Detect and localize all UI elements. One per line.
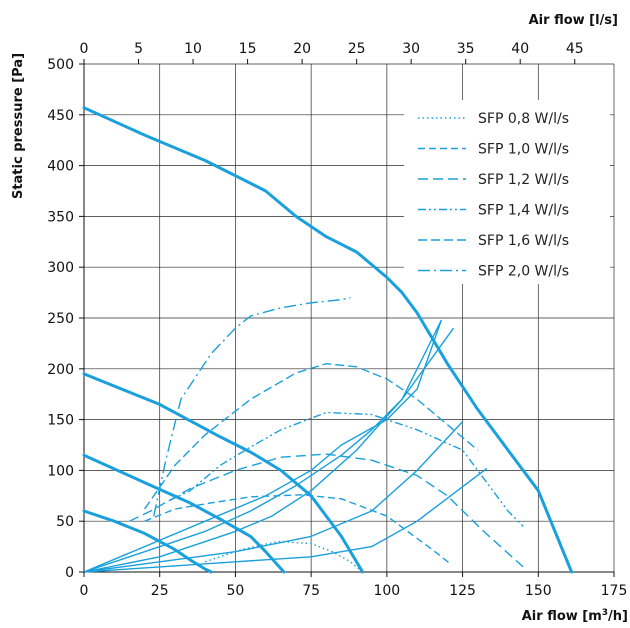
x2-tick-label: 10 bbox=[184, 41, 202, 57]
x2-axis-ticks: 0 5 10 15 20 25 30 35 40 45 bbox=[80, 41, 584, 64]
legend-label: SFP 2,0 W/l/s bbox=[478, 264, 569, 280]
y-tick-label: 350 bbox=[47, 209, 74, 225]
fan-curve bbox=[82, 509, 213, 574]
legend-label: SFP 1,2 W/l/s bbox=[478, 172, 569, 188]
x-tick-label: 75 bbox=[302, 583, 320, 599]
x2-tick-label: 35 bbox=[457, 41, 475, 57]
legend-label: SFP 1,6 W/l/s bbox=[478, 233, 569, 249]
x-tick-label: 150 bbox=[525, 583, 552, 599]
y-tick-label: 200 bbox=[47, 362, 74, 378]
legend-box bbox=[404, 100, 610, 284]
x2-axis-label: Air flow [l/s] bbox=[529, 13, 618, 28]
system-curve bbox=[83, 467, 488, 573]
y-tick-label: 300 bbox=[47, 260, 74, 276]
x-tick-label: 25 bbox=[151, 583, 169, 599]
y-tick-label: 400 bbox=[47, 159, 74, 175]
legend-label: SFP 1,4 W/l/s bbox=[478, 203, 569, 219]
y-tick-label: 500 bbox=[47, 57, 74, 73]
x2-tick-label: 40 bbox=[511, 41, 529, 57]
sfp-curve bbox=[168, 411, 524, 527]
fan-curves bbox=[82, 106, 574, 574]
x-axis-label-sup: 3 bbox=[602, 608, 608, 618]
y-axis-ticks: 0 50 100 150 200 250 300 350 400 450 500 bbox=[47, 57, 84, 581]
y-tick-label: 100 bbox=[47, 463, 74, 479]
x-tick-label: 125 bbox=[449, 583, 476, 599]
x-axis-ticks: 0 25 50 75 100 125 150 175 bbox=[80, 572, 628, 599]
x-tick-label: 100 bbox=[373, 583, 400, 599]
y-axis-label: Static pressure [Pa] bbox=[11, 53, 26, 199]
x2-tick-label: 45 bbox=[566, 41, 584, 57]
x2-tick-label: 0 bbox=[80, 41, 89, 57]
system-curve bbox=[83, 319, 443, 573]
x-axis-label-main: Air flow [m bbox=[522, 609, 602, 624]
x2-tick-label: 15 bbox=[239, 41, 257, 57]
sfp-curve bbox=[204, 540, 364, 573]
x2-tick-label: 30 bbox=[402, 41, 420, 57]
y-tick-label: 450 bbox=[47, 108, 74, 124]
legend-label: SFP 1,0 W/l/s bbox=[478, 142, 569, 158]
sfp-series bbox=[129, 297, 524, 573]
sfp-curve bbox=[144, 363, 479, 510]
y-tick-label: 0 bbox=[65, 565, 74, 581]
fan-curve bbox=[82, 453, 286, 574]
legend-label: SFP 0,8 W/l/s bbox=[478, 111, 569, 127]
fan-curve bbox=[82, 106, 574, 574]
x2-tick-label: 20 bbox=[293, 41, 311, 57]
legend: SFP 0,8 W/l/s SFP 1,0 W/l/s SFP 1,2 W/l/s S… bbox=[404, 100, 610, 284]
fan-curve bbox=[82, 372, 365, 574]
sfp-curve bbox=[129, 453, 524, 568]
x-tick-label: 175 bbox=[601, 583, 628, 599]
y-tick-label: 250 bbox=[47, 311, 74, 327]
x2-tick-label: 25 bbox=[348, 41, 366, 57]
x-axis-label-end: /h] bbox=[608, 609, 628, 624]
x2-tick-label: 5 bbox=[134, 41, 143, 57]
sfp-curve bbox=[153, 297, 351, 517]
system-curve bbox=[83, 319, 443, 573]
y-tick-label: 150 bbox=[47, 413, 74, 429]
y-tick-label: 50 bbox=[56, 514, 74, 530]
system-curve bbox=[83, 327, 455, 573]
x-tick-label: 0 bbox=[80, 583, 89, 599]
system-curve bbox=[83, 421, 464, 573]
x-tick-label: 50 bbox=[227, 583, 245, 599]
x-axis-label: Air flow [m3/h] bbox=[522, 608, 628, 624]
sfp-curve bbox=[144, 494, 451, 565]
